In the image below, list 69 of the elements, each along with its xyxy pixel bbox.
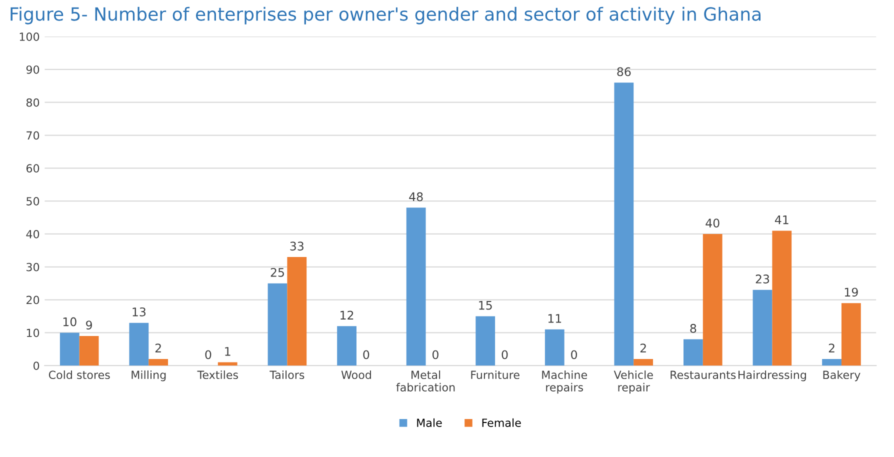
data-label: 15 [479,301,492,310]
x-tick-label: Tailors [270,370,304,380]
y-tick-label: 80 [26,98,40,107]
bar [218,362,238,366]
bar [268,283,288,366]
data-label: 0 [571,350,578,360]
data-label: 11 [548,314,562,323]
data-label: 2 [155,344,161,352]
x-tick-label: Vehicle repair [614,370,653,394]
x-tick-label: Hairdressing [738,370,806,382]
y-tick-label: 100 [20,32,40,41]
data-label: 25 [270,268,284,277]
data-label: 33 [290,242,304,251]
bar [614,82,634,366]
y-tick-label: 30 [26,262,40,272]
x-tick-label: Bakery [823,370,860,382]
bar [337,326,356,366]
bar [406,208,426,366]
y-tick-label: 40 [26,230,40,238]
data-label: 9 [86,320,92,330]
bar [148,359,168,366]
data-label: 10 [63,317,76,326]
y-tick-label: 70 [26,131,40,140]
bar [287,257,307,366]
y-tick-label: 50 [26,197,40,206]
data-label: 1 [225,347,230,356]
data-label: 19 [844,288,858,297]
x-tick-label: Furniture [471,370,520,380]
data-label: 0 [363,350,370,360]
bar [544,329,564,366]
data-label: 0 [502,350,508,360]
x-tick-label: Cold stores [48,370,110,380]
bar [822,359,842,366]
chart-title: Figure 5- Number of enterprises per owner's gender and sector of activity in Ghana [10,6,760,24]
data-label: 12 [340,310,354,320]
x-tick-label: Textiles [197,370,238,380]
data-label: 23 [756,274,770,284]
x-tick-label: Wood [341,370,371,380]
y-tick-label: 10 [26,328,40,338]
x-tick-label: Metal fabrication [396,370,455,392]
legend-label: Female [482,418,521,427]
legend-label: Male [417,418,442,427]
data-label: 2 [640,344,646,352]
bar [841,303,861,366]
bar [79,336,99,366]
data-label: 2 [828,344,834,352]
data-label: 13 [132,307,146,316]
bar [60,332,80,366]
bar [129,322,149,366]
data-label: 86 [617,67,631,76]
data-label: 48 [409,192,423,202]
x-tick-label: Machine repairs [542,370,587,394]
x-tick-label: Milling [132,370,166,382]
bar [752,290,772,366]
y-tick-label: 20 [26,296,40,304]
bar [702,234,722,366]
data-label: 0 [432,350,438,360]
bar [634,359,654,366]
y-tick-label: 0 [34,362,40,370]
data-label: 41 [774,215,788,224]
x-tick-label: Restaurants [670,370,736,380]
bar [476,316,496,366]
data-label: 40 [706,218,720,228]
y-tick-label: 90 [26,65,40,74]
data-label: 8 [690,324,696,333]
bar [772,230,792,366]
bar [684,339,703,366]
data-label: 0 [205,350,212,360]
y-tick-label: 60 [26,164,40,173]
